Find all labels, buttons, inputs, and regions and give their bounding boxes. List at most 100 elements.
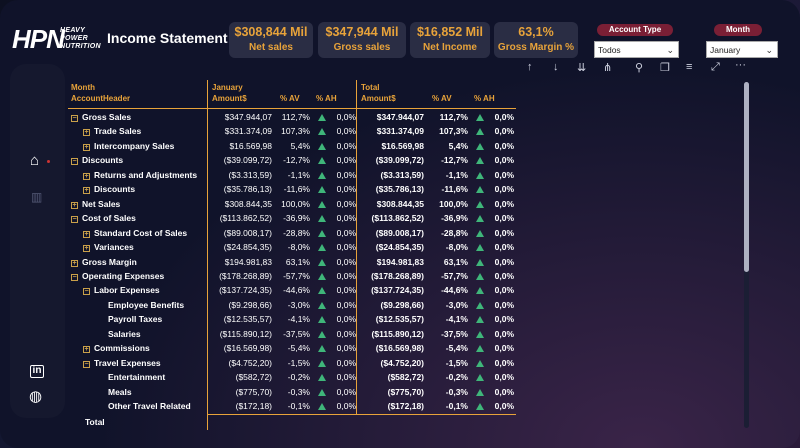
table-row[interactable]: Employee Benefits ($9.298,66) -3,0% ($9.298…	[68, 299, 518, 313]
row-label: Entertainment	[108, 372, 166, 383]
cell-tav: -12,7%	[441, 155, 468, 166]
drill-up-icon[interactable]: ↑	[527, 61, 533, 73]
expand-icon[interactable]: +	[71, 201, 78, 209]
account-type-dropdown[interactable]: Todos ⌄	[594, 41, 679, 58]
table-row[interactable]: − Labor Expenses ($137.724,35) -44,6% ($137.…	[68, 284, 518, 298]
header-total[interactable]: Total	[361, 83, 380, 92]
expand-icon[interactable]: +	[83, 346, 90, 354]
table-row[interactable]: − Travel Expenses ($4.752,20) -1,5% ($4.752,…	[68, 357, 518, 371]
header-divider	[68, 108, 516, 109]
trend-up-icon	[318, 128, 326, 136]
header-amount[interactable]: Amount$	[212, 94, 247, 103]
cell-tah: 0,0%	[494, 285, 514, 296]
filter-icon[interactable]: ≡	[686, 61, 693, 73]
home-icon[interactable]: ⌂	[30, 152, 40, 169]
cell-ah: 0,0%	[336, 386, 356, 397]
expand-icon[interactable]: +	[83, 245, 90, 253]
row-label: + Returns and Adjustments	[83, 169, 198, 180]
trend-up-icon	[318, 388, 326, 396]
cell-tamt: $347.944,07	[376, 112, 424, 122]
cell-amt: ($178.268,89)	[219, 270, 272, 281]
cell-tav: 112,7%	[439, 112, 468, 122]
row-label: + Commissions	[83, 343, 150, 354]
chart-icon[interactable]: ▥	[31, 190, 43, 204]
header-ah[interactable]: % AH	[316, 94, 337, 103]
cell-tah: 0,0%	[494, 386, 514, 397]
header-january[interactable]: January	[212, 83, 243, 92]
header-total-av[interactable]: % AV	[432, 94, 452, 103]
table-row[interactable]: + Commissions ($16.569,98) -5,4% ($16.569,98…	[68, 342, 518, 356]
cell-tah: 0,0%	[494, 314, 514, 325]
expand-icon[interactable]: +	[83, 230, 90, 238]
table-row[interactable]: + Discounts ($35.786,13) -11,6% ($35.786,13)…	[68, 183, 518, 197]
collapse-icon[interactable]: −	[71, 158, 78, 166]
side-navigation	[10, 64, 65, 418]
cell-tav: -44,6%	[441, 285, 468, 296]
collapse-icon[interactable]: −	[71, 115, 78, 122]
header-av[interactable]: % AV	[280, 94, 300, 103]
more-options-icon[interactable]: ···	[735, 59, 746, 71]
expand-icon[interactable]: +	[83, 187, 90, 195]
cell-amt: ($4.752,20)	[228, 357, 272, 368]
cell-amt: $331.374,09	[224, 126, 272, 137]
table-row[interactable]: − Cost of Sales ($113.862,52) -36,9% ($113.8…	[68, 212, 518, 226]
globe-icon[interactable]: ◍	[29, 388, 43, 405]
focus-mode-icon[interactable]: ⤢	[711, 61, 720, 73]
pin-icon[interactable]: ⚲	[635, 62, 644, 74]
cell-ah: 0,0%	[336, 299, 356, 310]
collapse-icon[interactable]: −	[71, 216, 78, 224]
expand-hierarchy-icon[interactable]: ⋔	[603, 62, 613, 74]
kpi-card-gross-sales[interactable]: $347,944 Mil Gross sales	[318, 22, 406, 58]
kpi-card-net-income[interactable]: $16,852 Mil Net Income	[410, 22, 490, 58]
expand-next-level-icon[interactable]: ⇊	[577, 62, 587, 74]
month-dropdown[interactable]: January ⌄	[706, 41, 778, 58]
table-row[interactable]: Other Travel Related ($172,18) -0,1% ($172,…	[68, 400, 518, 414]
table-row[interactable]: + Intercompany Sales $16.569,98 5,4% $16.569…	[68, 140, 518, 154]
table-row[interactable]: + Net Sales $308.844,35 100,0% $308.844,35 10…	[68, 198, 518, 212]
kpi-card-gross-margin[interactable]: 63,1% Gross Margin %	[494, 22, 578, 58]
expand-icon[interactable]: +	[83, 129, 90, 137]
cell-tah: 0,0%	[494, 155, 514, 166]
trend-up-icon	[476, 142, 484, 150]
table-row[interactable]: Entertainment ($582,72) -0,2% ($582,72) -0,2…	[68, 371, 518, 385]
cell-tah: 0,0%	[494, 357, 514, 368]
table-row[interactable]: − Gross Sales $347.944,07 112,7% $347.944,07…	[68, 111, 518, 125]
linkedin-icon[interactable]: in	[30, 365, 44, 378]
kpi-card-net-sales[interactable]: $308,844 Mil Net sales	[229, 22, 313, 58]
table-row[interactable]: + Standard Cost of Sales ($89.008,17) -28,8…	[68, 227, 518, 241]
expand-icon[interactable]: +	[83, 172, 90, 180]
collapse-icon[interactable]: −	[71, 273, 78, 281]
expand-icon[interactable]: +	[71, 259, 78, 267]
cell-ah: 0,0%	[336, 401, 356, 411]
header-total-ah[interactable]: % AH	[474, 94, 495, 103]
table-row[interactable]: + Gross Margin $194.981,83 63,1% $194.981,83…	[68, 256, 518, 270]
trend-up-icon	[318, 215, 326, 223]
table-row[interactable]: Payroll Taxes ($12.535,57) -4,1% ($12.535,5…	[68, 313, 518, 327]
collapse-icon[interactable]: −	[83, 288, 90, 296]
trend-up-icon	[476, 171, 484, 179]
cell-av: 63,1%	[285, 256, 310, 267]
table-row[interactable]: − Discounts ($39.099,72) -12,7% ($39.099,72)…	[68, 154, 518, 168]
trend-up-icon	[476, 272, 484, 280]
collapse-icon[interactable]: −	[83, 360, 90, 368]
column-divider	[356, 80, 357, 415]
expand-icon[interactable]: +	[83, 143, 90, 151]
table-row[interactable]: + Returns and Adjustments ($3.313,59) -1,1%…	[68, 169, 518, 183]
trend-up-icon	[476, 374, 484, 382]
total-row-label: Total	[85, 417, 105, 427]
drill-down-icon[interactable]: ↓	[553, 61, 559, 73]
table-row[interactable]: − Operating Expenses ($178.268,89) -57,7% ($…	[68, 270, 518, 284]
trend-up-icon	[318, 301, 326, 309]
cell-tav: -57,7%	[441, 270, 468, 281]
table-row[interactable]: Salaries ($115.890,12) -37,5% ($115.890,12)…	[68, 328, 518, 342]
table-row[interactable]: + Variances ($24.854,35) -8,0% ($24.854,35) -…	[68, 241, 518, 255]
table-row[interactable]: Meals ($775,70) -0,3% ($775,70) -0,3% 0,0% 0,0…	[68, 386, 518, 400]
header-total-amount[interactable]: Amount$	[361, 94, 396, 103]
table-row[interactable]: + Trade Sales $331.374,09 107,3% $331.374,09…	[68, 125, 518, 139]
header-month[interactable]: Month	[71, 83, 95, 92]
header-account[interactable]: AccountHeader	[71, 94, 131, 103]
cell-tah: 0,0%	[494, 242, 514, 253]
matrix-scrollbar-thumb[interactable]	[744, 82, 749, 272]
copy-icon[interactable]: ❐	[660, 62, 670, 74]
